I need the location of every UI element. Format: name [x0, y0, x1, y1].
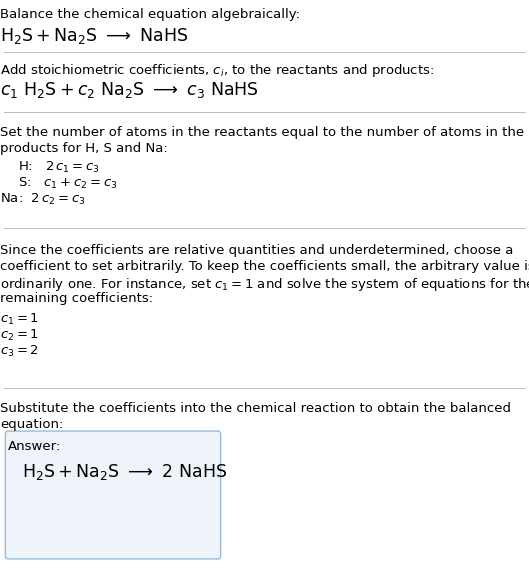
Text: Answer:: Answer: — [8, 440, 61, 453]
Text: Balance the chemical equation algebraically:: Balance the chemical equation algebraica… — [0, 8, 300, 21]
Text: $c_2 = 1$: $c_2 = 1$ — [0, 328, 39, 343]
Text: $\mathrm{H_2S + Na_2S\ \longrightarrow\ NaHS}$: $\mathrm{H_2S + Na_2S\ \longrightarrow\ … — [0, 26, 189, 46]
Text: coefficient to set arbitrarily. To keep the coefficients small, the arbitrary va: coefficient to set arbitrarily. To keep … — [0, 260, 529, 273]
Text: S:   $c_1+c_2 = c_3$: S: $c_1+c_2 = c_3$ — [18, 176, 117, 191]
Text: Na:  $2\,c_2 = c_3$: Na: $2\,c_2 = c_3$ — [0, 192, 86, 207]
Text: $c_3 = 2$: $c_3 = 2$ — [0, 344, 39, 359]
Text: Since the coefficients are relative quantities and underdetermined, choose a: Since the coefficients are relative quan… — [0, 244, 513, 257]
Text: equation:: equation: — [0, 418, 63, 431]
Text: Substitute the coefficients into the chemical reaction to obtain the balanced: Substitute the coefficients into the che… — [0, 402, 511, 415]
Text: $c_1 = 1$: $c_1 = 1$ — [0, 312, 39, 327]
Text: Add stoichiometric coefficients, $c_i$, to the reactants and products:: Add stoichiometric coefficients, $c_i$, … — [0, 62, 434, 79]
Text: ordinarily one. For instance, set $c_1 = 1$ and solve the system of equations fo: ordinarily one. For instance, set $c_1 =… — [0, 276, 529, 293]
Text: remaining coefficients:: remaining coefficients: — [0, 292, 153, 305]
Text: $\mathrm{H_2S + Na_2S\ \longrightarrow\ 2\ NaHS}$: $\mathrm{H_2S + Na_2S\ \longrightarrow\ … — [22, 462, 227, 482]
Text: Set the number of atoms in the reactants equal to the number of atoms in the: Set the number of atoms in the reactants… — [0, 126, 524, 139]
Text: $c_1\ \mathrm{H_2S} + c_2\ \mathrm{Na_2S}\ \longrightarrow\ c_3\ \mathrm{NaHS}$: $c_1\ \mathrm{H_2S} + c_2\ \mathrm{Na_2S… — [0, 80, 259, 100]
Text: products for H, S and Na:: products for H, S and Na: — [0, 142, 168, 155]
FancyBboxPatch shape — [5, 431, 221, 559]
Text: H:   $2\,c_1 = c_3$: H: $2\,c_1 = c_3$ — [18, 160, 100, 175]
